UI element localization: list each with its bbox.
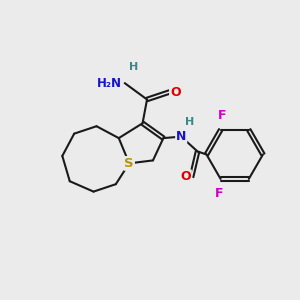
Text: O: O — [170, 85, 181, 98]
Text: S: S — [124, 157, 134, 170]
Text: F: F — [218, 109, 226, 122]
Text: H: H — [129, 62, 138, 72]
Text: H₂N: H₂N — [97, 76, 122, 90]
Text: O: O — [180, 170, 191, 183]
Text: H: H — [185, 117, 195, 127]
Text: N: N — [176, 130, 186, 143]
Text: F: F — [215, 187, 224, 200]
